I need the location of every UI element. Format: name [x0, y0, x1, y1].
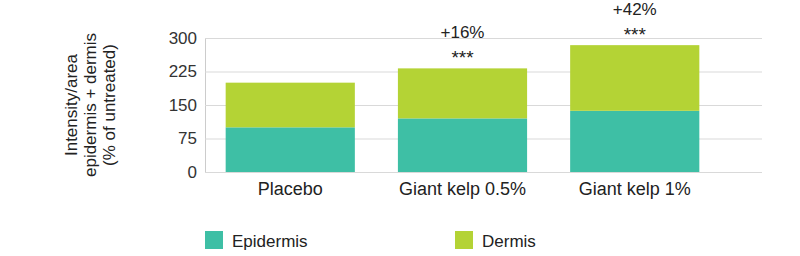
significance: *** — [624, 24, 647, 45]
bar-segment — [398, 118, 527, 172]
x-tick: Giant kelp 0.5% — [399, 172, 526, 199]
y-tick-label: 150 — [169, 96, 197, 115]
annotation-label: +42% — [613, 0, 657, 19]
y-axis-title: Intensity/areaepidermis + dermis(% of un… — [62, 33, 119, 177]
x-tick-label: Giant kelp 0.5% — [399, 179, 526, 199]
grid-line — [205, 172, 762, 173]
y-axis-title-line: (% of untreated) — [100, 44, 119, 166]
x-axis-line — [206, 172, 721, 173]
significance: *** — [451, 47, 474, 68]
legend-swatch — [455, 231, 473, 249]
bar-segment — [226, 83, 355, 128]
y-tick-label: 75 — [178, 129, 197, 148]
x-tick: Placebo — [258, 172, 323, 199]
x-axis: Placebo Giant kelp 0.5% Giant kelp 1% — [206, 172, 721, 199]
bar-segment — [570, 111, 699, 172]
legend-swatch — [205, 231, 223, 249]
y-axis-title-line: Intensity/area — [62, 53, 81, 156]
y-tick-label: 0 — [188, 163, 197, 182]
x-tick-label: Giant kelp 1% — [579, 179, 691, 199]
bar-segment — [570, 45, 699, 111]
y-axis-title-line: epidermis + dermis — [81, 33, 100, 177]
y-tick-label: 300 — [169, 29, 197, 48]
bar-segment — [398, 68, 527, 118]
y-axis: 0 75 150 225 300 — [169, 29, 762, 182]
legend-label: Epidermis — [232, 232, 308, 251]
x-tick-label: Placebo — [258, 179, 323, 199]
legend: Epidermis Dermis — [205, 231, 536, 251]
annotation-label: +16% — [441, 23, 485, 42]
chart: 0 75 150 225 300 Placebo Giant kelp 0.5% Giant … — [0, 0, 800, 256]
bars — [226, 45, 700, 172]
x-tick: Giant kelp 1% — [579, 172, 691, 199]
y-tick-label: 225 — [169, 62, 197, 81]
bar-segment — [226, 127, 355, 172]
legend-label: Dermis — [482, 232, 536, 251]
